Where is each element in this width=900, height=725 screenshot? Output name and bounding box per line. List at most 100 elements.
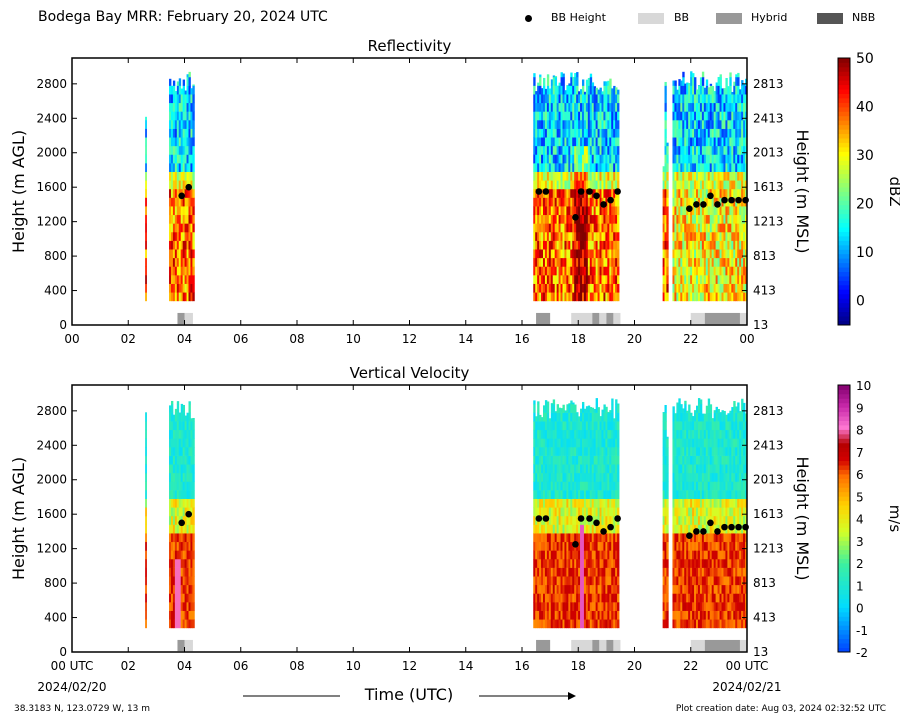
- heatmap-cell: [690, 490, 693, 499]
- heatmap-cell: [542, 154, 546, 164]
- heatmap-cell: [585, 231, 589, 241]
- heatmap-cell: [562, 524, 565, 534]
- heatmap-cell: [709, 558, 713, 568]
- heatmap-cell: [546, 137, 550, 147]
- heatmap-cell: [554, 85, 558, 95]
- heatmap-cell: [174, 188, 178, 198]
- heatmap-cell: [705, 412, 709, 422]
- heatmap-cell: [593, 137, 597, 147]
- heatmap-cell: [711, 438, 715, 448]
- heatmap-cell: [664, 94, 667, 104]
- heatmap-cell: [184, 584, 187, 594]
- heatmap-cell: [556, 188, 559, 198]
- heatmap-cell: [739, 292, 742, 302]
- heatmap-cell: [697, 128, 701, 138]
- heatmap-cell: [694, 602, 697, 611]
- heatmap-cell: [176, 163, 180, 172]
- heatmap-cell: [682, 249, 685, 259]
- heatmap-cell: [703, 533, 707, 543]
- heatmap-cell: [589, 240, 593, 250]
- heatmap-cell: [190, 275, 193, 284]
- heatmap-cell: [603, 223, 606, 233]
- heatmap-cell: [727, 266, 730, 276]
- heatmap-cell: [174, 481, 178, 491]
- heatmap-cell: [564, 421, 567, 431]
- heatmap-cell: [184, 249, 187, 259]
- heatmap-cell: [560, 292, 563, 302]
- heatmap-cell: [699, 507, 703, 517]
- heatmap-cell: [615, 619, 618, 629]
- heatmap-cell: [174, 292, 178, 302]
- heatmap-cell: [678, 438, 681, 448]
- heatmap-cell: [599, 111, 602, 121]
- heatmap-cell: [169, 550, 172, 560]
- heatmap-cell: [554, 412, 558, 422]
- heatmap-cell: [544, 257, 548, 267]
- heatmap-cell: [145, 481, 147, 491]
- heatmap-cell: [533, 507, 536, 517]
- heatmap-cell: [558, 94, 561, 104]
- heatmap-cell: [190, 223, 193, 233]
- heatmap-cell: [535, 197, 538, 207]
- heatmap-cell: [613, 120, 616, 129]
- heatmap-cell: [560, 111, 563, 121]
- heatmap-cell: [558, 515, 561, 525]
- heatmap-cell: [725, 257, 728, 267]
- heatmap-cell: [572, 438, 575, 448]
- heatmap-cell: [589, 593, 593, 603]
- heatmap-cell: [556, 266, 559, 276]
- colorbar-segment: [838, 280, 850, 286]
- heatmap-cell: [717, 85, 720, 95]
- colorbar-segment: [838, 209, 850, 215]
- heatmap-cell: [576, 464, 579, 474]
- heatmap-cell: [186, 498, 189, 508]
- heatmap-cell: [587, 421, 591, 431]
- heatmap-cell: [589, 73, 593, 78]
- heatmap-cell: [535, 602, 538, 611]
- heatmap-cell: [697, 102, 701, 112]
- heatmap-cell: [731, 188, 734, 198]
- heatmap-cell: [548, 481, 552, 491]
- heatmap-cell: [599, 206, 602, 216]
- heatmap-cell: [733, 292, 736, 302]
- heatmap-cell: [666, 154, 669, 164]
- heatmap-cell: [664, 171, 667, 181]
- heatmap-cell: [699, 85, 703, 95]
- heatmap-cell: [581, 558, 585, 568]
- heatmap-cell: [570, 403, 573, 413]
- heatmap-cell: [190, 524, 193, 534]
- heatmap-cell: [180, 447, 184, 456]
- heatmap-cell: [178, 154, 182, 164]
- heatmap-cell: [581, 421, 585, 431]
- heatmap-cell: [696, 481, 699, 491]
- heatmap-cell: [699, 102, 703, 112]
- heatmap-cell: [605, 567, 608, 577]
- heatmap-cell: [703, 137, 707, 147]
- heatmap-cell: [581, 94, 585, 104]
- heatmap-cell: [607, 584, 610, 594]
- heatmap-cell: [556, 541, 559, 551]
- heatmap-cell: [552, 584, 556, 594]
- heatmap-cell: [692, 421, 695, 431]
- heatmap-cell: [537, 283, 540, 293]
- heatmap-cell: [709, 197, 713, 207]
- heatmap-cell: [674, 602, 677, 611]
- heatmap-cell: [190, 283, 193, 293]
- heatmap-cell: [170, 490, 174, 499]
- heatmap-cell: [564, 558, 567, 568]
- heatmap-cell: [180, 455, 184, 465]
- heatmap-cell: [178, 584, 182, 594]
- heatmap-cell: [186, 283, 189, 293]
- heatmap-cell: [666, 206, 669, 216]
- heatmap-cell: [190, 206, 193, 216]
- heatmap-cell: [174, 524, 178, 534]
- heatmap-cell: [178, 171, 182, 181]
- heatmap-cell: [572, 507, 575, 517]
- heatmap-cell: [609, 231, 612, 241]
- heatmap-cell: [564, 438, 567, 448]
- heatmap-cell: [605, 610, 608, 620]
- heatmap-cell: [729, 292, 732, 302]
- heatmap-cell: [552, 421, 556, 431]
- heatmap-cell: [713, 412, 717, 422]
- heatmap-cell: [558, 275, 561, 284]
